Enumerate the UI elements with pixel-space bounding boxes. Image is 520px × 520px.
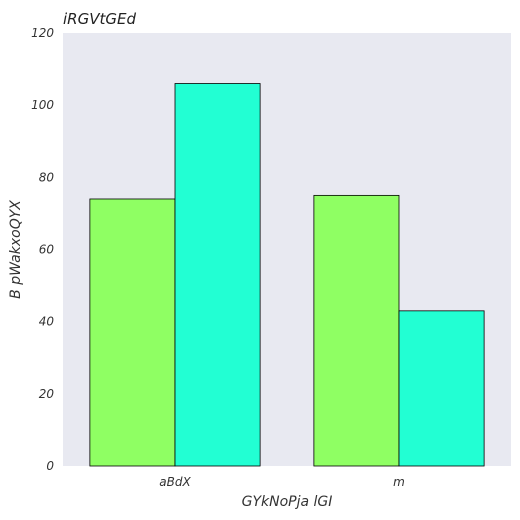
x-axis-label: GYkNoPja lGI [242,494,333,510]
bar-m-series-2 [398,310,485,467]
y-tick-label: 80 [39,170,55,184]
y-tick-label: 0 [46,459,54,473]
bar-aBdX-series-1 [89,198,176,467]
y-tick-label: 120 [31,26,54,40]
x-tick-label: aBdX [159,475,191,489]
bar-m-series-1 [313,194,400,467]
x-tick-label: m [393,475,405,489]
y-tick-label: 40 [39,315,55,329]
y-axis-ticks: 0 20 40 60 80 100 120 [31,26,54,473]
y-tick-label: 20 [39,387,55,401]
y-tick-label: 60 [39,243,55,257]
bar-aBdX-series-2 [174,83,261,467]
x-axis-ticks: aBdX m [159,475,405,489]
chart-title: iRGVtGEd [63,10,136,28]
y-tick-label: 100 [31,98,54,112]
bars-group [89,83,485,467]
y-axis-label: B pWakxoQYX [8,200,24,299]
